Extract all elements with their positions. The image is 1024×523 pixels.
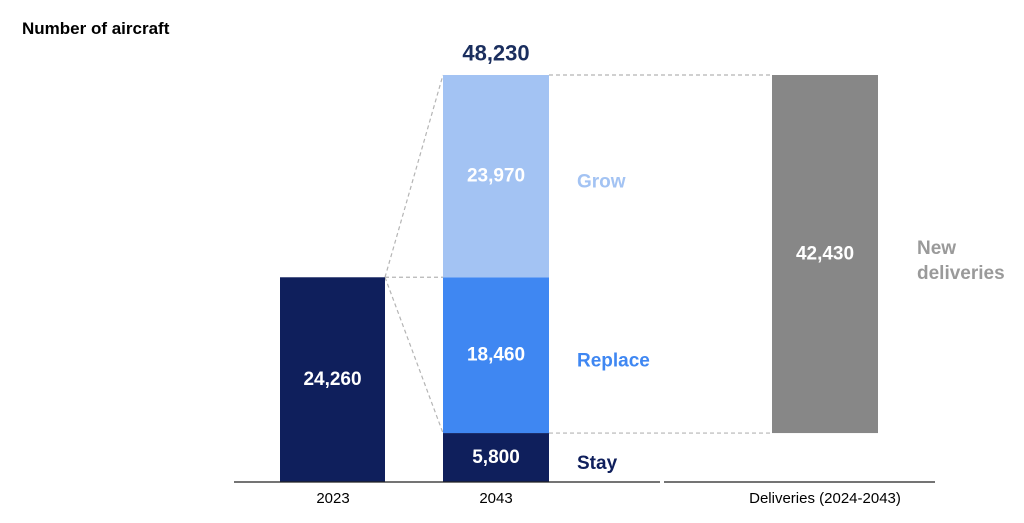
category-label-2023: 2023 (316, 490, 349, 507)
connector-2023-top-to-stay-top (384, 277, 444, 434)
bar-2043-replace (443, 277, 549, 434)
category-label-2043: 2043 (479, 490, 512, 507)
segment-name-stay: Stay (577, 453, 618, 474)
bar-2043-stay-value: 5,800 (472, 447, 520, 468)
segment-name-grow: Grow (577, 172, 626, 193)
bar-2043-stay (443, 433, 549, 482)
bar-2023-value: 24,260 (303, 369, 361, 390)
bar-deliveries-value: 42,430 (796, 244, 854, 265)
y-axis-title: Number of aircraft (22, 19, 170, 38)
connector-lines (384, 74, 772, 434)
bar-2043-replace-value: 18,460 (467, 345, 525, 366)
bar-deliveries (772, 75, 878, 434)
segment-name-replace: Replace (577, 351, 650, 372)
bar-2043-grow (443, 75, 549, 278)
labels-group: 24,260 5,800 Stay 18,460 Replace 23,970 Grow 48… (303, 41, 1004, 475)
deliveries-name: New deliveries (917, 238, 1005, 284)
bar-2023 (280, 277, 385, 482)
bars-group (280, 75, 878, 482)
total-2043-value: 48,230 (462, 41, 529, 66)
bar-2043-grow-value: 23,970 (467, 166, 525, 187)
category-label-deliveries: Deliveries (2024-2043) (749, 490, 901, 507)
connector-2023-top-to-total (384, 74, 444, 278)
